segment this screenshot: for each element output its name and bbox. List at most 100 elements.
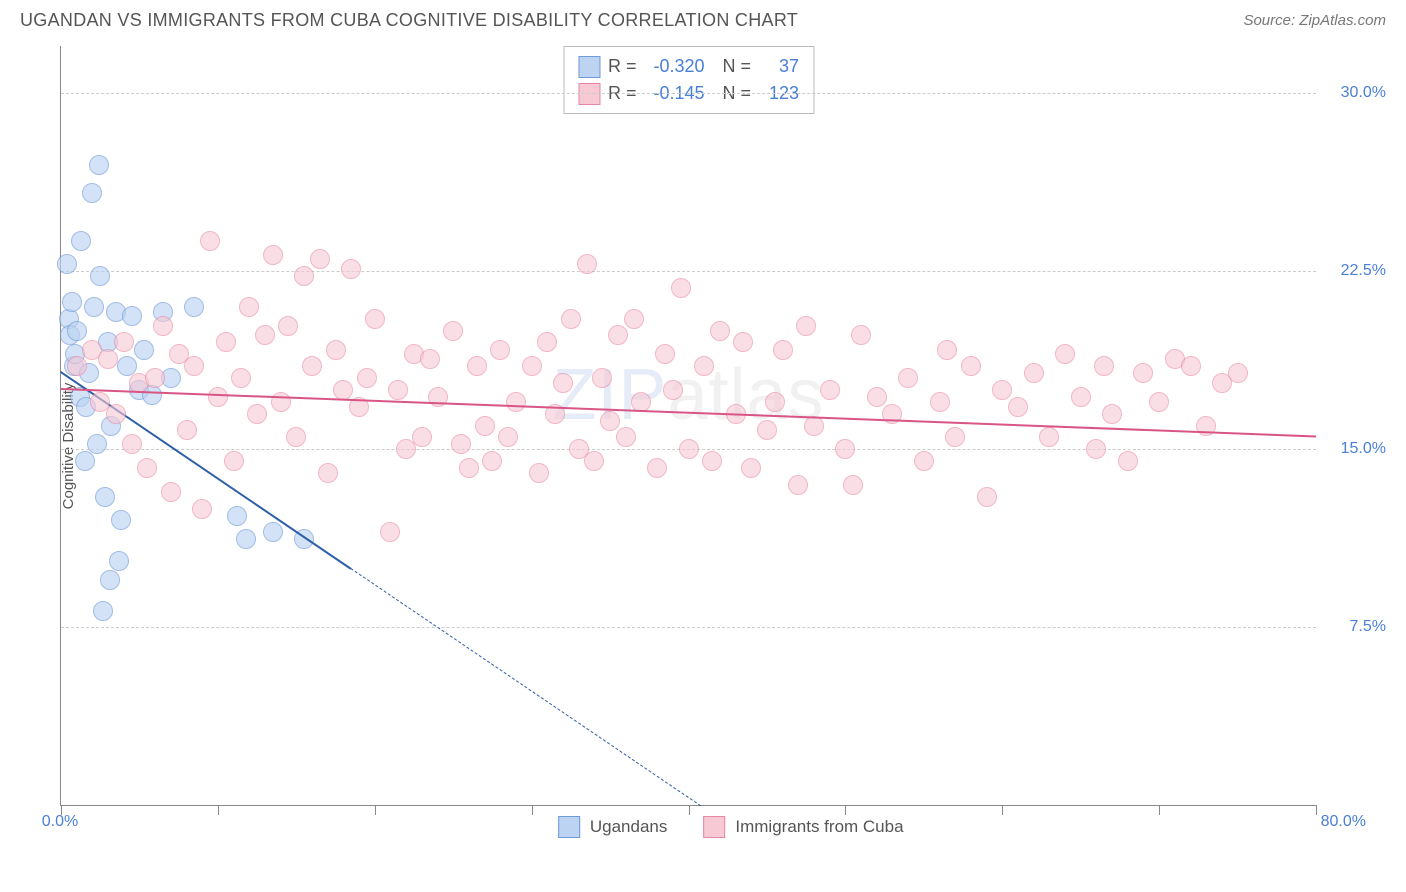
series-legend: Ugandans Immigrants from Cuba	[558, 816, 904, 838]
data-point	[930, 392, 950, 412]
data-point	[592, 368, 612, 388]
gridline	[61, 627, 1316, 628]
data-point	[263, 245, 283, 265]
x-tick	[1002, 805, 1003, 815]
series-swatch	[578, 56, 600, 78]
data-point	[216, 332, 236, 352]
data-point	[710, 321, 730, 341]
data-point	[236, 529, 256, 549]
data-point	[310, 249, 330, 269]
data-point	[796, 316, 816, 336]
data-point	[553, 373, 573, 393]
data-point	[475, 416, 495, 436]
legend-item: Ugandans	[558, 816, 668, 838]
data-point	[1024, 363, 1044, 383]
data-point	[914, 451, 934, 471]
data-point	[977, 487, 997, 507]
data-point	[98, 349, 118, 369]
data-point	[326, 340, 346, 360]
data-point	[490, 340, 510, 360]
series-swatch	[558, 816, 580, 838]
data-point	[145, 368, 165, 388]
data-point	[773, 340, 793, 360]
x-max-label: 80.0%	[1321, 813, 1366, 831]
data-point	[177, 420, 197, 440]
data-point	[506, 392, 526, 412]
watermark: ZIPatlas	[552, 354, 824, 436]
data-point	[71, 231, 91, 251]
x-tick	[218, 805, 219, 815]
data-point	[67, 321, 87, 341]
data-point	[161, 482, 181, 502]
data-point	[1118, 451, 1138, 471]
stat-r-value: -0.320	[645, 53, 705, 80]
data-point	[84, 297, 104, 317]
data-point	[1086, 439, 1106, 459]
data-point	[153, 316, 173, 336]
data-point	[106, 404, 126, 424]
data-point	[286, 427, 306, 447]
data-point	[302, 356, 322, 376]
data-point	[263, 522, 283, 542]
data-point	[851, 325, 871, 345]
data-point	[247, 404, 267, 424]
y-tick-label: 7.5%	[1350, 618, 1386, 636]
x-tick	[1316, 805, 1317, 815]
plot-region: ZIPatlas R =-0.320N =37R =-0.145N =123 7…	[60, 46, 1316, 806]
data-point	[1181, 356, 1201, 376]
data-point	[333, 380, 353, 400]
data-point	[647, 458, 667, 478]
data-point	[608, 325, 628, 345]
data-point	[341, 259, 361, 279]
data-point	[412, 427, 432, 447]
data-point	[62, 292, 82, 312]
data-point	[388, 380, 408, 400]
data-point	[679, 439, 699, 459]
data-point	[278, 316, 298, 336]
data-point	[937, 340, 957, 360]
data-point	[529, 463, 549, 483]
data-point	[231, 368, 251, 388]
data-point	[577, 254, 597, 274]
data-point	[843, 475, 863, 495]
data-point	[294, 266, 314, 286]
data-point	[537, 332, 557, 352]
data-point	[87, 434, 107, 454]
data-point	[114, 332, 134, 352]
data-point	[467, 356, 487, 376]
data-point	[82, 183, 102, 203]
data-point	[95, 487, 115, 507]
data-point	[134, 340, 154, 360]
data-point	[380, 522, 400, 542]
data-point	[227, 506, 247, 526]
data-point	[93, 601, 113, 621]
data-point	[443, 321, 463, 341]
data-point	[365, 309, 385, 329]
data-point	[1039, 427, 1059, 447]
data-point	[224, 451, 244, 471]
data-point	[75, 451, 95, 471]
data-point	[561, 309, 581, 329]
y-tick-label: 30.0%	[1341, 84, 1386, 102]
data-point	[1094, 356, 1114, 376]
data-point	[459, 458, 479, 478]
data-point	[109, 551, 129, 571]
x-tick	[532, 805, 533, 815]
data-point	[137, 458, 157, 478]
x-tick	[375, 805, 376, 815]
data-point	[671, 278, 691, 298]
data-point	[1149, 392, 1169, 412]
data-point	[702, 451, 722, 471]
data-point	[945, 427, 965, 447]
chart-source: Source: ZipAtlas.com	[1243, 12, 1386, 29]
stat-legend-box: R =-0.320N =37R =-0.145N =123	[563, 46, 814, 114]
chart-area: Cognitive Disability ZIPatlas R =-0.320N…	[10, 36, 1396, 856]
data-point	[357, 368, 377, 388]
data-point	[57, 254, 77, 274]
data-point	[820, 380, 840, 400]
legend-label: Immigrants from Cuba	[735, 817, 903, 837]
data-point	[451, 434, 471, 454]
data-point	[1102, 404, 1122, 424]
stat-n-label: N =	[723, 53, 752, 80]
x-tick	[1159, 805, 1160, 815]
